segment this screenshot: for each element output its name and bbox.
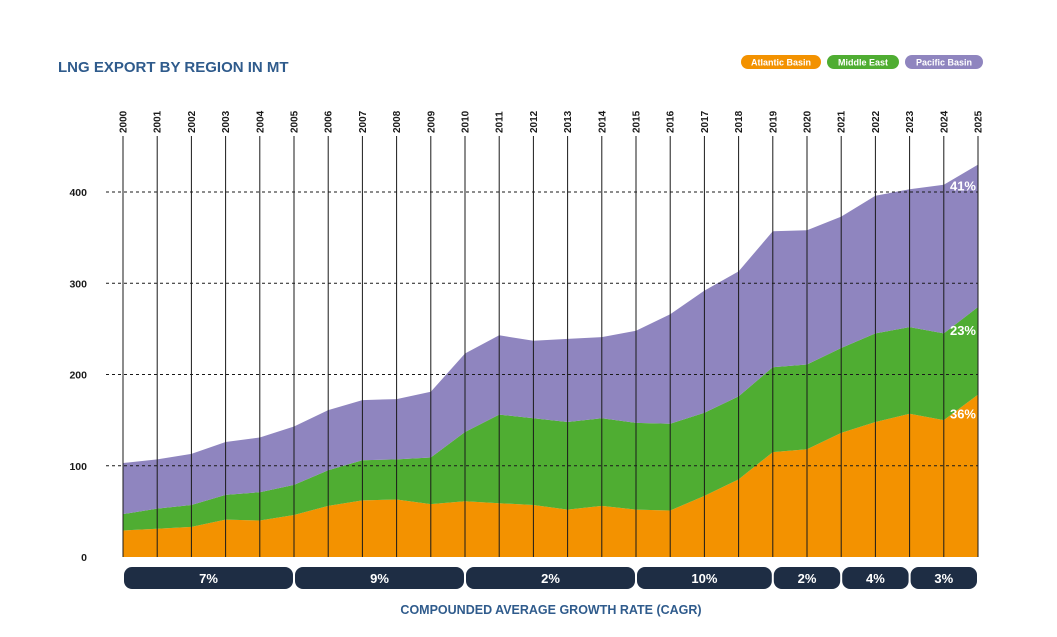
cagr-value: 10% (691, 571, 717, 586)
legend: Atlantic Basin Middle East Pacific Basin (741, 55, 983, 69)
cagr-bar (124, 567, 293, 589)
legend-item-pacific-basin: Pacific Basin (905, 55, 983, 69)
year-label-2022: 2022 (871, 110, 882, 133)
year-label-2016: 2016 (666, 110, 677, 133)
year-label-2020: 2020 (803, 110, 814, 133)
y-tick-label: 400 (69, 187, 87, 199)
y-axis-labels: 0 100 200 300 400 (69, 187, 87, 564)
share-label: 23% (950, 323, 976, 338)
year-label-2015: 2015 (632, 110, 643, 133)
legend-label: Atlantic Basin (751, 58, 811, 68)
year-label-2014: 2014 (597, 110, 608, 133)
year-label-2013: 2013 (563, 110, 574, 133)
cagr-period-2015-2019: 10% (637, 567, 772, 589)
legend-label: Pacific Basin (916, 58, 972, 68)
area-atlantic-basin (123, 394, 978, 557)
cagr-bars: 7% 9% 2% 10% 2% 4% 3% (124, 567, 977, 589)
share-label: 41% (950, 179, 976, 194)
cagr-value: 2% (798, 571, 817, 586)
year-label-2023: 2023 (905, 110, 916, 133)
year-lines (122, 136, 979, 557)
cagr-period-2019-2021: 2% (773, 567, 841, 589)
year-label-2010: 2010 (461, 110, 472, 133)
year-label-2000: 2000 (119, 110, 130, 133)
cagr-value: 4% (866, 571, 885, 586)
cagr-value: 3% (934, 571, 953, 586)
year-labels: 2000 2001 2002 2003 2004 2005 2006 2007 2008 2009… (119, 110, 985, 133)
y-tick-label: 200 (69, 370, 87, 382)
y-tick-label: 0 (81, 552, 87, 564)
cagr-value: 2% (541, 571, 560, 586)
cagr-value: 9% (370, 571, 389, 586)
year-label-2005: 2005 (290, 110, 301, 133)
legend-item-atlantic-basin: Atlantic Basin (741, 55, 821, 69)
year-label-2019: 2019 (768, 110, 779, 133)
cagr-bar (637, 567, 772, 589)
legend-label: Middle East (838, 58, 888, 68)
cagr-bar (773, 567, 841, 589)
cagr-bar (466, 567, 635, 589)
share-label: 36% (950, 407, 976, 422)
cagr-axis-label: COMPOUNDED AVERAGE GROWTH RATE (CAGR) (400, 603, 701, 617)
cagr-bar (842, 567, 909, 589)
year-label-2011: 2011 (495, 111, 506, 133)
year-label-2004: 2004 (255, 110, 266, 133)
cagr-period-2023-2025: 3% (910, 567, 977, 589)
cagr-value: 7% (199, 571, 218, 586)
year-label-2024: 2024 (939, 110, 950, 133)
year-label-2006: 2006 (324, 110, 335, 133)
cagr-period-2021-2023: 4% (842, 567, 909, 589)
grid-lines (106, 191, 978, 467)
year-label-2012: 2012 (529, 110, 540, 133)
year-label-2021: 2021 (837, 110, 848, 133)
cagr-period-2010-2015: 2% (466, 567, 635, 589)
cagr-period-2005-2010: 9% (295, 567, 464, 589)
year-label-2007: 2007 (358, 110, 369, 133)
year-label-2017: 2017 (700, 110, 711, 133)
year-label-2018: 2018 (734, 110, 745, 133)
stacked-areas (123, 164, 978, 557)
legend-swatch (741, 55, 821, 69)
year-label-2009: 2009 (426, 110, 437, 133)
area-middle-east (123, 307, 978, 531)
y-tick-label: 300 (69, 278, 87, 290)
area-pacific-basin (123, 164, 978, 515)
year-label-2001: 2001 (153, 110, 164, 133)
legend-swatch (827, 55, 899, 69)
year-label-2008: 2008 (392, 110, 403, 133)
chart-title: LNG EXPORT BY REGION IN MT (58, 59, 289, 76)
cagr-bar (295, 567, 464, 589)
cagr-period-2000-2005: 7% (124, 567, 293, 589)
cagr-bar (910, 567, 977, 589)
legend-swatch (905, 55, 983, 69)
year-label-2025: 2025 (974, 110, 985, 133)
legend-item-middle-east: Middle East (827, 55, 899, 69)
year-label-2003: 2003 (221, 110, 232, 133)
share-labels: 41% 23% 36% (950, 179, 976, 422)
y-tick-label: 100 (69, 461, 87, 473)
year-label-2002: 2002 (187, 110, 198, 133)
